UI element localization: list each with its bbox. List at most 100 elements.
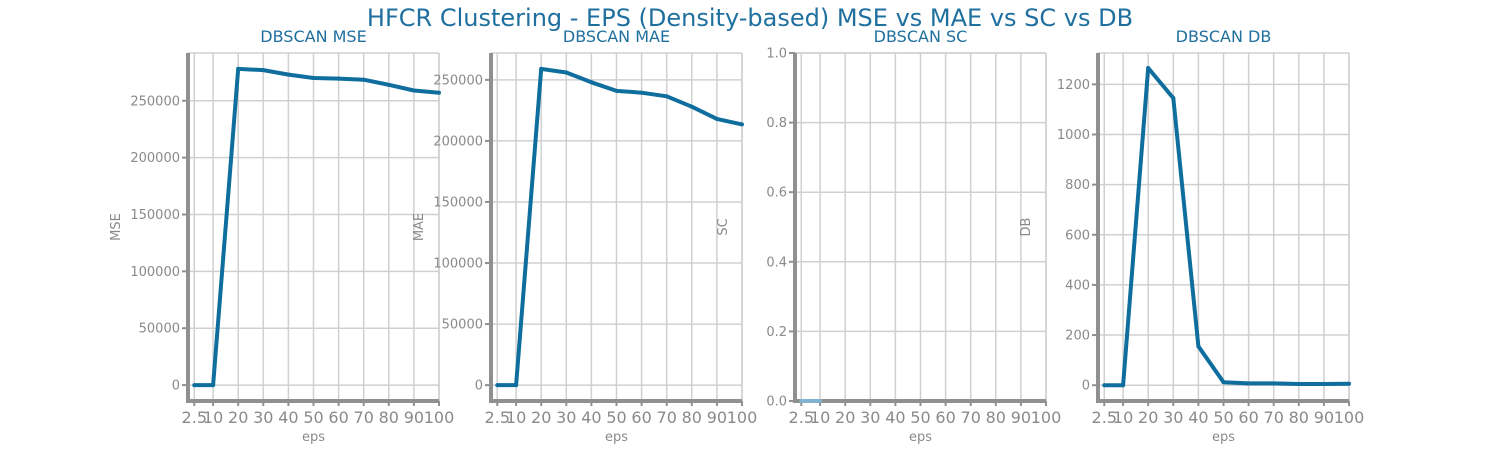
x-tick-label: 2.5 xyxy=(485,408,510,427)
x-tick-label: 20 xyxy=(1138,408,1158,427)
data-point xyxy=(1271,381,1276,386)
data-point xyxy=(714,116,719,121)
series-line xyxy=(194,66,440,388)
x-tick-label: 100 xyxy=(727,408,758,427)
x-tick-label: 80 xyxy=(986,408,1006,427)
y-tick-label: 150000 xyxy=(433,195,483,210)
x-tick-label: 100 xyxy=(424,408,455,427)
x-axis-label: eps xyxy=(909,430,932,445)
data-point xyxy=(261,68,266,73)
x-tick-label: 60 xyxy=(631,408,651,427)
data-point xyxy=(437,90,441,95)
figure-title: HFCR Clustering - EPS (Density-based) MS… xyxy=(366,4,1134,32)
y-tick-label: 0.4 xyxy=(766,255,787,270)
subplot-title: DBSCAN SC xyxy=(874,27,968,46)
data-point xyxy=(799,399,804,403)
data-point xyxy=(192,383,197,388)
x-tick-label: 2.5 xyxy=(1092,408,1117,427)
series-line xyxy=(1104,66,1350,388)
x-tick-label: 90 xyxy=(404,408,424,427)
panel-4: 0 200 400 600 800 1000 1200 2.510 20 30 40 50 60 70 80… xyxy=(1019,27,1364,445)
y-tick-label: 1200 xyxy=(1057,78,1090,93)
subplot-title: DBSCAN MSE xyxy=(260,27,366,46)
data-point xyxy=(286,72,291,77)
x-tick-label: 70 xyxy=(961,408,981,427)
data-point xyxy=(589,80,594,85)
y-tick-label: 0 xyxy=(1082,379,1090,394)
x-axis-label: eps xyxy=(302,430,325,445)
panel-1: 0 50000 100000 150000 200000 250000 2.510 20 30 4… xyxy=(109,27,454,445)
x-tick-label: 80 xyxy=(1289,408,1309,427)
x-tick-label: 40 xyxy=(581,408,601,427)
y-tick-label: 1.0 xyxy=(766,47,787,62)
x-axis-label: eps xyxy=(1212,430,1235,445)
y-tick-label: 100000 xyxy=(433,257,483,272)
x-tick-label: 30 xyxy=(556,408,576,427)
x-tick-label: 70 xyxy=(1264,408,1284,427)
y-tick-label: 0.8 xyxy=(766,116,787,131)
data-point xyxy=(336,76,341,81)
y-tick-label: 600 xyxy=(1065,228,1090,243)
data-point xyxy=(1246,381,1251,386)
x-tick-label: 100 xyxy=(1334,408,1365,427)
x-tick-label: 90 xyxy=(1314,408,1334,427)
data-point xyxy=(361,77,366,82)
x-tick-label: 60 xyxy=(935,408,955,427)
y-tick-label: 400 xyxy=(1065,278,1090,293)
x-tick-label: 30 xyxy=(860,408,880,427)
y-tick-label: 50000 xyxy=(139,322,180,337)
data-point xyxy=(236,66,241,71)
y-axis-label: SC xyxy=(716,218,731,235)
y-tick-label: 200000 xyxy=(130,151,180,166)
data-point xyxy=(1221,380,1226,385)
x-tick-label: 70 xyxy=(354,408,374,427)
data-point xyxy=(1171,96,1176,101)
y-tick-label: 100000 xyxy=(130,265,180,280)
x-axis-label: eps xyxy=(605,430,628,445)
data-point xyxy=(1321,381,1326,386)
data-point xyxy=(411,88,416,93)
data-point xyxy=(386,82,391,87)
data-point xyxy=(539,66,544,71)
data-point xyxy=(689,104,694,109)
x-tick-label: 40 xyxy=(278,408,298,427)
subplot-title: DBSCAN MAE xyxy=(563,27,670,46)
y-tick-label: 0.0 xyxy=(766,395,787,410)
data-point xyxy=(564,70,569,75)
x-tick-label: 50 xyxy=(303,408,323,427)
x-tick-label: 90 xyxy=(1011,408,1031,427)
subplot-title: DBSCAN DB xyxy=(1176,27,1272,46)
x-tick-label: 20 xyxy=(531,408,551,427)
data-point xyxy=(514,383,519,388)
y-tick-label: 150000 xyxy=(130,208,180,223)
data-point xyxy=(818,399,823,403)
y-axis-label: MSE xyxy=(109,213,124,241)
x-tick-label: 30 xyxy=(253,408,273,427)
data-point xyxy=(1196,344,1201,349)
data-point xyxy=(311,76,316,81)
x-tick-label: 40 xyxy=(1188,408,1208,427)
y-tick-label: 0.2 xyxy=(766,325,787,340)
x-tick-label: 100 xyxy=(1031,408,1062,427)
x-tick-label: 2.5 xyxy=(182,408,207,427)
x-tick-label: 50 xyxy=(1213,408,1233,427)
y-tick-label: 0.6 xyxy=(766,186,787,201)
x-tick-label: 30 xyxy=(1163,408,1183,427)
x-tick-label: 60 xyxy=(1238,408,1258,427)
panel-2: 0 50000 100000 150000 200000 250000 2.510 20 30 4… xyxy=(412,27,757,445)
data-point xyxy=(614,88,619,93)
data-point xyxy=(664,94,669,99)
x-tick-label: 80 xyxy=(682,408,702,427)
x-tick-label: 20 xyxy=(835,408,855,427)
y-tick-label: 0 xyxy=(475,379,483,394)
y-tick-label: 200000 xyxy=(433,134,483,149)
x-tick-label: 10 xyxy=(810,408,830,427)
x-tick-label: 40 xyxy=(885,408,905,427)
data-point xyxy=(1102,383,1107,388)
x-tick-label: 80 xyxy=(379,408,399,427)
y-tick-label: 250000 xyxy=(433,73,483,88)
y-axis-label: DB xyxy=(1019,218,1034,237)
y-tick-label: 50000 xyxy=(442,318,483,333)
series-line xyxy=(497,66,743,388)
